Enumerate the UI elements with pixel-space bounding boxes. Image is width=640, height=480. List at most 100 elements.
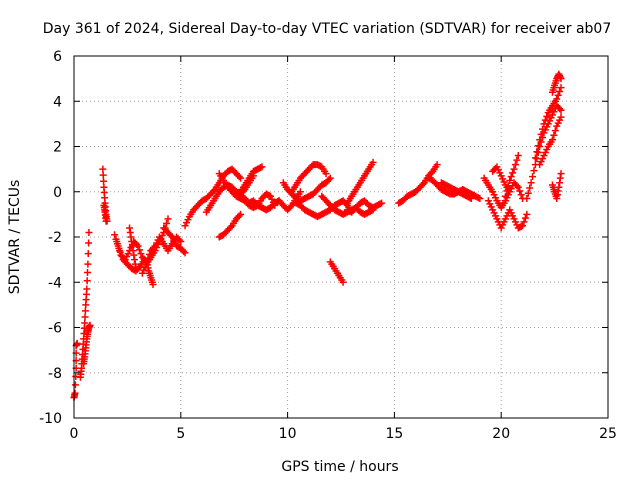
data-point-marker: [85, 228, 93, 236]
series-pass-e: [100, 201, 110, 225]
data-point-marker: [548, 136, 556, 144]
data-point-marker: [524, 189, 532, 197]
data-point-marker: [526, 184, 534, 192]
series-pass-q: [215, 210, 245, 241]
y-tick-label: 6: [53, 49, 62, 65]
data-point-marker: [73, 339, 81, 347]
data-point-marker: [163, 219, 171, 227]
x-tick-label: 5: [176, 426, 185, 442]
data-point-marker: [507, 173, 515, 181]
data-point-marker: [210, 187, 218, 195]
data-point-marker: [517, 191, 525, 199]
series-pass-aa: [395, 161, 441, 207]
data-point-marker: [71, 381, 79, 389]
data-point-marker: [177, 238, 185, 246]
y-tick-label: -8: [48, 366, 62, 382]
data-point-marker: [503, 187, 511, 195]
data-point-marker: [540, 120, 548, 128]
data-point-marker: [286, 203, 294, 211]
y-axis-label: SDTVAR / TECUs: [7, 180, 23, 295]
series-pass-ai: [531, 84, 565, 162]
data-point-marker: [325, 176, 333, 184]
data-point-marker: [136, 246, 144, 254]
data-point-marker: [181, 249, 189, 257]
series-pass-g: [113, 238, 155, 266]
data-point-marker: [99, 171, 107, 179]
data-point-marker: [99, 165, 107, 173]
series-pass-c: [80, 321, 94, 368]
data-point-marker: [523, 195, 531, 203]
data-point-marker: [100, 177, 108, 185]
series-pass-aj: [548, 70, 565, 96]
series-pass-l: [160, 224, 189, 257]
data-point-marker: [554, 91, 562, 99]
data-point-marker: [557, 170, 565, 178]
data-point-marker: [536, 143, 544, 150]
series-pass-z: [343, 197, 386, 216]
data-point-marker: [550, 131, 558, 139]
data-point-marker: [419, 180, 427, 188]
data-point-marker: [133, 241, 141, 249]
data-point-marker: [235, 212, 243, 220]
data-point-marker: [511, 161, 519, 169]
data-point-marker: [132, 265, 140, 273]
data-point-marker: [556, 105, 564, 113]
series-pass-h: [126, 224, 140, 273]
axis-ticks: 0 5 10 15 20 25 -10 -8 -6 -4 -2 0 2 4 6: [39, 49, 617, 442]
data-point-marker: [84, 250, 92, 258]
data-point-marker: [137, 250, 145, 258]
series-pass-ae: [484, 197, 531, 232]
data-point-marker: [557, 75, 565, 83]
data-point-marker: [265, 192, 273, 200]
data-point-marker: [557, 84, 565, 92]
data-point-marker: [86, 321, 94, 329]
data-point-marker: [553, 95, 561, 103]
data-point-marker: [474, 194, 482, 202]
y-tick-label: -10: [39, 411, 62, 427]
data-point-marker: [81, 307, 89, 315]
data-point-marker: [534, 142, 542, 150]
data-point-marker: [538, 125, 546, 133]
series-pass-v: [292, 197, 356, 221]
series-pass-r: [237, 163, 266, 196]
series-pass-al: [548, 170, 565, 203]
data-point-marker: [167, 231, 175, 239]
data-point-marker: [427, 169, 435, 177]
data-point-marker: [467, 195, 475, 203]
data-point-marker: [520, 218, 528, 226]
series-pass-u: [275, 188, 304, 214]
data-point-marker: [513, 156, 521, 164]
data-point-marker: [369, 158, 377, 166]
data-point-marker: [433, 161, 441, 169]
y-tick-label: -4: [48, 275, 62, 291]
data-point-marker: [529, 173, 537, 181]
x-axis-label: GPS time / hours: [281, 459, 398, 475]
data-point-marker: [81, 313, 89, 321]
series-pass-a: [70, 339, 81, 402]
data-point-marker: [257, 164, 265, 172]
series-pass-s: [279, 174, 334, 205]
x-tick-label: 15: [385, 426, 403, 442]
chart-title: Day 361 of 2024, Sidereal Day-to-day VTE…: [43, 21, 612, 37]
data-point-marker: [111, 231, 119, 239]
data-point-marker: [530, 167, 538, 175]
data-point-marker: [517, 222, 525, 230]
data-point-marker: [237, 174, 245, 182]
data-point-marker: [519, 222, 527, 230]
data-point-marker: [180, 247, 188, 255]
series-pass-k: [147, 233, 185, 255]
data-point-marker: [506, 176, 514, 184]
y-tick-label: 2: [53, 140, 62, 156]
data-point-marker: [83, 277, 91, 285]
data-point-marker: [235, 173, 243, 181]
data-point-marker: [378, 199, 386, 207]
data-series: [70, 70, 565, 402]
series-pass-ak: [536, 113, 565, 169]
y-tick-label: 4: [53, 94, 62, 110]
x-tick-label: 25: [599, 426, 617, 442]
data-point-marker: [114, 242, 122, 250]
data-point-marker: [537, 130, 545, 138]
series-pass-t: [288, 161, 330, 196]
data-point-marker: [510, 165, 518, 173]
